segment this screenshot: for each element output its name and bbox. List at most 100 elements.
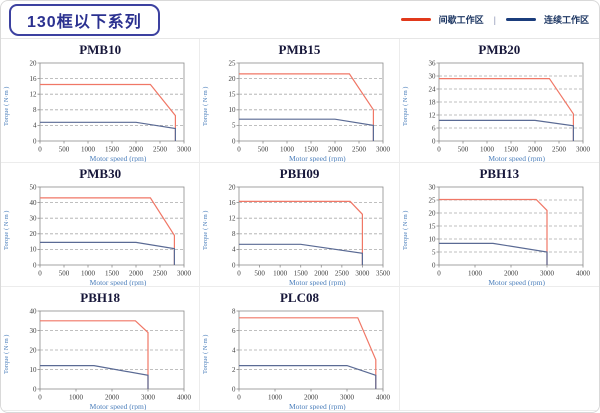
svg-text:50: 50 (30, 183, 38, 191)
svg-text:20: 20 (30, 346, 38, 354)
svg-text:0: 0 (437, 270, 441, 278)
y-axis-label: Torque ( N·m ) (3, 334, 10, 374)
svg-text:3000: 3000 (340, 394, 355, 402)
svg-text:4: 4 (232, 346, 236, 354)
chart-title: PLC08 (279, 290, 319, 305)
svg-text:12: 12 (229, 215, 237, 223)
x-axis-label: Motor speed (rpm) (289, 154, 346, 163)
svg-text:3500: 3500 (376, 270, 390, 278)
x-axis-label: Motor speed (rpm) (289, 278, 346, 287)
x-axis-label: Motor speed (rpm) (89, 154, 147, 163)
svg-text:1000: 1000 (480, 146, 495, 154)
svg-text:30: 30 (428, 183, 436, 191)
svg-text:5: 5 (432, 248, 436, 256)
legend-intermittent-label: 间歇工作区 (438, 15, 484, 25)
svg-text:1500: 1500 (304, 146, 319, 154)
chart-body: Torque ( N·m ) 0 4 8 12 16 20 0 500 1000 1500 2000… (3, 58, 197, 154)
svg-text:0: 0 (437, 146, 441, 154)
svg-text:40: 40 (30, 199, 38, 207)
chart-body: Torque ( N·m ) 0 4 8 12 16 20 0 500 1000 1500 2000… (202, 182, 396, 278)
chart-plot: 0 5 10 15 20 25 30 0 1000 2000 3000 4000 (428, 183, 590, 278)
chart-body: Torque ( N·m ) 0 10 20 30 40 50 0 500 1000 1500 20… (3, 182, 197, 278)
svg-text:2500: 2500 (153, 270, 168, 278)
svg-text:1000: 1000 (273, 270, 288, 278)
chart-title: PBH09 (279, 166, 320, 181)
legend-continuous-swatch (505, 18, 536, 21)
chart-plot: 0 2 4 6 8 0 1000 2000 3000 4000 (232, 307, 390, 402)
svg-text:30: 30 (30, 215, 38, 223)
y-axis-label: Torque ( N·m ) (401, 210, 409, 250)
svg-text:0: 0 (232, 385, 236, 393)
svg-text:4000: 4000 (376, 394, 390, 402)
chart-title: PBH18 (80, 290, 121, 305)
svg-text:20: 20 (428, 209, 436, 217)
chart-cell-pbh18: PBH18 Torque ( N·m ) 0 10 20 30 40 0 1000 2000 3… (1, 287, 201, 411)
svg-text:12: 12 (30, 91, 38, 99)
svg-text:1000: 1000 (81, 146, 96, 154)
chart-body: Torque ( N·m ) 0 5 10 15 20 25 0 500 1000 1500 200… (202, 58, 396, 154)
svg-text:0: 0 (238, 146, 242, 154)
svg-text:36: 36 (428, 59, 436, 67)
svg-text:0: 0 (232, 137, 236, 145)
chart-plot: 0 10 20 30 40 0 1000 2000 3000 4000 (30, 307, 192, 402)
svg-text:3000: 3000 (356, 270, 371, 278)
legend: 间歇工作区 | 连续工作区 (400, 13, 589, 26)
chart-body: Torque ( N·m ) 0 6 12 18 24 30 36 0 500 1000 1500 2… (402, 58, 597, 154)
svg-text:12: 12 (428, 111, 436, 119)
svg-text:5: 5 (232, 122, 236, 130)
svg-text:8: 8 (33, 106, 37, 114)
legend-continuous-label: 连续工作区 (543, 15, 589, 25)
svg-text:30: 30 (428, 72, 436, 80)
svg-text:2000: 2000 (105, 394, 120, 402)
svg-text:0: 0 (33, 385, 37, 393)
svg-text:4: 4 (33, 122, 37, 130)
svg-text:3000: 3000 (540, 270, 555, 278)
chart-title: PMB10 (79, 42, 122, 57)
svg-text:0: 0 (432, 261, 436, 269)
svg-text:0: 0 (33, 261, 37, 269)
svg-text:2000: 2000 (304, 394, 319, 402)
svg-text:3000: 3000 (177, 270, 191, 278)
chart-body: Torque ( N·m ) 0 2 4 6 8 0 1000 2000 3000 4000 (202, 306, 396, 402)
svg-text:24: 24 (428, 85, 436, 93)
svg-text:1500: 1500 (504, 146, 519, 154)
svg-text:2000: 2000 (129, 146, 144, 154)
svg-text:2000: 2000 (528, 146, 543, 154)
svg-text:8: 8 (232, 230, 236, 238)
y-axis-label: Torque ( N·m ) (202, 210, 210, 250)
svg-text:3000: 3000 (376, 146, 390, 154)
svg-text:2500: 2500 (552, 146, 567, 154)
svg-text:2000: 2000 (315, 270, 330, 278)
svg-text:500: 500 (255, 270, 266, 278)
legend-intermittent-swatch (400, 18, 431, 21)
svg-text:4000: 4000 (576, 270, 590, 278)
chart-cell-pbh09: PBH09 Torque ( N·m ) 0 4 8 12 16 20 0 500 1000 15… (200, 163, 400, 287)
svg-text:10: 10 (229, 106, 237, 114)
chart-title: PMB20 (478, 42, 521, 57)
svg-text:20: 20 (229, 75, 237, 83)
svg-text:0: 0 (232, 261, 236, 269)
chart-cell-pmb10: PMB10 Torque ( N·m ) 0 4 8 12 16 20 0 500 1000 15… (1, 39, 201, 163)
svg-text:0: 0 (38, 146, 42, 154)
chart-plot: 0 5 10 15 20 25 0 500 1000 1500 2000 2500 3000 (229, 59, 391, 154)
chart-title: PMB15 (278, 42, 321, 57)
svg-text:0: 0 (238, 270, 242, 278)
svg-text:18: 18 (428, 98, 436, 106)
x-axis-label: Motor speed (rpm) (89, 402, 147, 411)
y-axis-label: Torque ( N·m ) (202, 334, 210, 374)
svg-text:3000: 3000 (141, 394, 156, 402)
svg-text:6: 6 (432, 124, 436, 132)
svg-text:16: 16 (229, 199, 237, 207)
svg-text:3000: 3000 (177, 146, 191, 154)
series-title-badge: 130框以下系列 (9, 3, 160, 36)
y-axis-label: Torque ( N·m ) (401, 86, 409, 126)
svg-text:1500: 1500 (105, 146, 120, 154)
svg-text:1000: 1000 (268, 394, 283, 402)
svg-text:16: 16 (30, 75, 38, 83)
svg-text:6: 6 (232, 327, 236, 335)
svg-text:10: 10 (30, 246, 38, 254)
chart-cell-pmb30: PMB30 Torque ( N·m ) 0 10 20 30 40 50 0 500 1000… (1, 163, 201, 287)
chart-plot: 0 6 12 18 24 30 36 0 500 1000 1500 2000 2500 3000 (428, 59, 590, 154)
svg-text:1000: 1000 (81, 270, 96, 278)
